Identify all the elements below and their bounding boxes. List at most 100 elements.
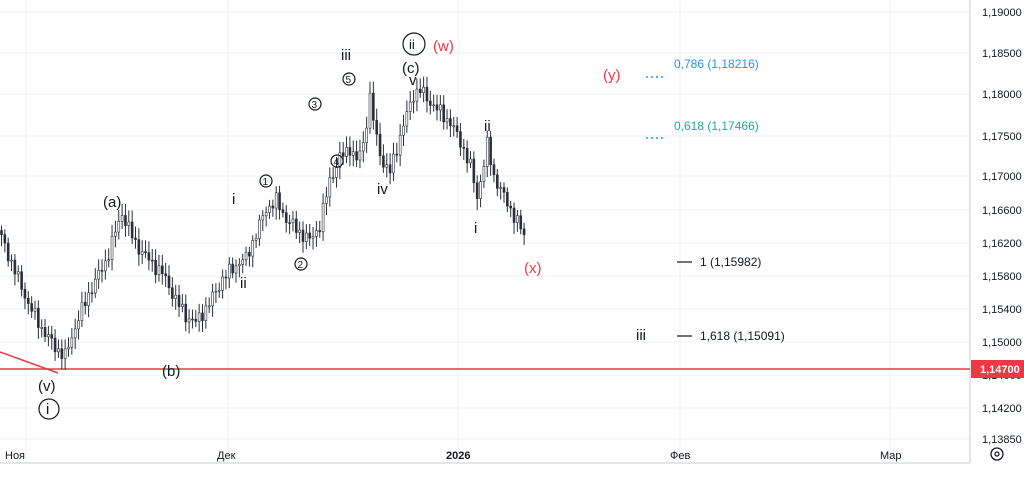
- candle-body: [130, 221, 134, 239]
- candle-body: [325, 196, 328, 204]
- wave-label-circled[interactable]: 5: [342, 72, 356, 86]
- fib-level-0786[interactable]: 0,786 (1,18216): [646, 57, 759, 78]
- y-tick-label: 1,16200: [982, 238, 1022, 250]
- wave-label-circled[interactable]: 2: [294, 257, 308, 271]
- candle-body: [268, 205, 271, 213]
- candle-body: [432, 104, 435, 107]
- svg-text:ii: ii: [409, 37, 415, 52]
- candle-body: [345, 147, 348, 157]
- candle-body: [70, 337, 74, 348]
- price-axis[interactable]: 1,19000 1,18500 1,18000 1,17500 1,17000 …: [982, 7, 1022, 446]
- fib-level-1[interactable]: 1 (1,15982): [677, 255, 761, 269]
- trend-line[interactable]: [0, 351, 59, 374]
- wave-label[interactable]: i: [474, 220, 477, 237]
- svg-text:4: 4: [334, 157, 340, 168]
- fib-level-1618[interactable]: 1,618 (1,15091): [677, 329, 785, 343]
- candle-body: [479, 181, 482, 199]
- wave-label-red[interactable]: (y): [603, 67, 621, 84]
- candle-body: [104, 260, 107, 272]
- candle-body: [358, 150, 362, 161]
- candle-body: [351, 151, 355, 156]
- wave-label[interactable]: (b): [162, 363, 180, 380]
- grid-lines: [0, 0, 970, 463]
- time-axis[interactable]: Ноя Дек 2026 Фев Мар: [5, 450, 902, 462]
- wave-label-circled[interactable]: i: [38, 398, 60, 420]
- candle-body: [469, 158, 472, 164]
- wave-label-red[interactable]: (x): [524, 260, 542, 277]
- candle-body: [238, 264, 241, 267]
- y-tick-label: 1,17500: [982, 131, 1022, 143]
- candle-body: [445, 118, 449, 123]
- candle-body: [328, 177, 332, 198]
- candle-body: [499, 187, 502, 189]
- wave-label[interactable]: iii: [636, 327, 646, 344]
- candle-body: [204, 305, 208, 321]
- candle-body: [274, 192, 278, 209]
- candle-body: [13, 259, 17, 275]
- wave-label-circled[interactable]: 3: [308, 97, 322, 111]
- candle-body: [495, 174, 499, 189]
- candle-body: [154, 260, 157, 276]
- candle-body: [97, 270, 100, 280]
- candle-body: [244, 251, 248, 261]
- candle-body: [315, 230, 318, 237]
- candle-body: [100, 270, 104, 272]
- candle-body: [164, 273, 167, 277]
- candle-body: [522, 228, 526, 236]
- svg-text:5: 5: [346, 75, 352, 86]
- wave-label[interactable]: iv: [377, 181, 388, 198]
- settings-gear-icon[interactable]: [990, 447, 1004, 461]
- candle-body: [509, 205, 513, 209]
- candle-body: [127, 221, 131, 226]
- wave-label[interactable]: iii: [341, 47, 351, 64]
- candle-body: [83, 301, 87, 307]
- candle-body: [228, 263, 231, 279]
- candle-body: [221, 276, 224, 291]
- fib-level-0618[interactable]: 0,618 (1,17466): [646, 119, 759, 139]
- y-tick-label: 1,15400: [982, 304, 1022, 316]
- candle-body: [425, 86, 429, 102]
- wave-label[interactable]: ii: [240, 275, 247, 292]
- candle-body: [207, 305, 211, 308]
- y-tick-label: 1,19000: [982, 7, 1022, 19]
- fib-label: 0,786 (1,18216): [674, 57, 759, 71]
- candle-body: [43, 327, 47, 338]
- candle-body: [348, 147, 352, 156]
- wave-label[interactable]: i: [232, 191, 235, 208]
- candle-body: [37, 307, 40, 328]
- wave-label-circled[interactable]: ii: [402, 32, 426, 56]
- candle-body: [80, 301, 84, 321]
- candle-body: [449, 118, 452, 127]
- candle-body: [94, 278, 97, 294]
- candle-body: [502, 187, 506, 193]
- wave-label[interactable]: (v): [38, 378, 56, 395]
- candle-body: [134, 237, 137, 240]
- candle-body: [462, 146, 466, 149]
- wave-label[interactable]: (a): [103, 194, 121, 211]
- candle-body: [294, 218, 298, 233]
- candle-body: [234, 265, 238, 274]
- wave-label[interactable]: (c): [402, 60, 420, 77]
- candle-body: [174, 294, 177, 299]
- candle-body: [171, 287, 174, 299]
- current-price-tag: [971, 360, 1024, 378]
- wave-label[interactable]: v: [409, 72, 417, 89]
- candle-body: [459, 131, 462, 148]
- wave-label-circled[interactable]: 1: [259, 174, 273, 188]
- wave-label[interactable]: ii: [484, 118, 491, 135]
- candle-body: [452, 125, 456, 128]
- candle-body: [254, 238, 258, 241]
- candle-body: [271, 205, 275, 209]
- candle-body: [33, 307, 37, 312]
- wave-label-red[interactable]: (w): [433, 38, 454, 55]
- candle-body: [402, 125, 405, 136]
- candle-body: [278, 192, 281, 210]
- y-tick-label: 1,17000: [982, 171, 1022, 183]
- wave-label-circled[interactable]: 4: [330, 154, 344, 168]
- candle-body: [412, 100, 415, 103]
- y-tick-label: 1,15000: [982, 337, 1022, 349]
- candle-body: [298, 229, 301, 233]
- candle-body: [150, 259, 154, 262]
- x-tick-label: Мар: [880, 450, 902, 462]
